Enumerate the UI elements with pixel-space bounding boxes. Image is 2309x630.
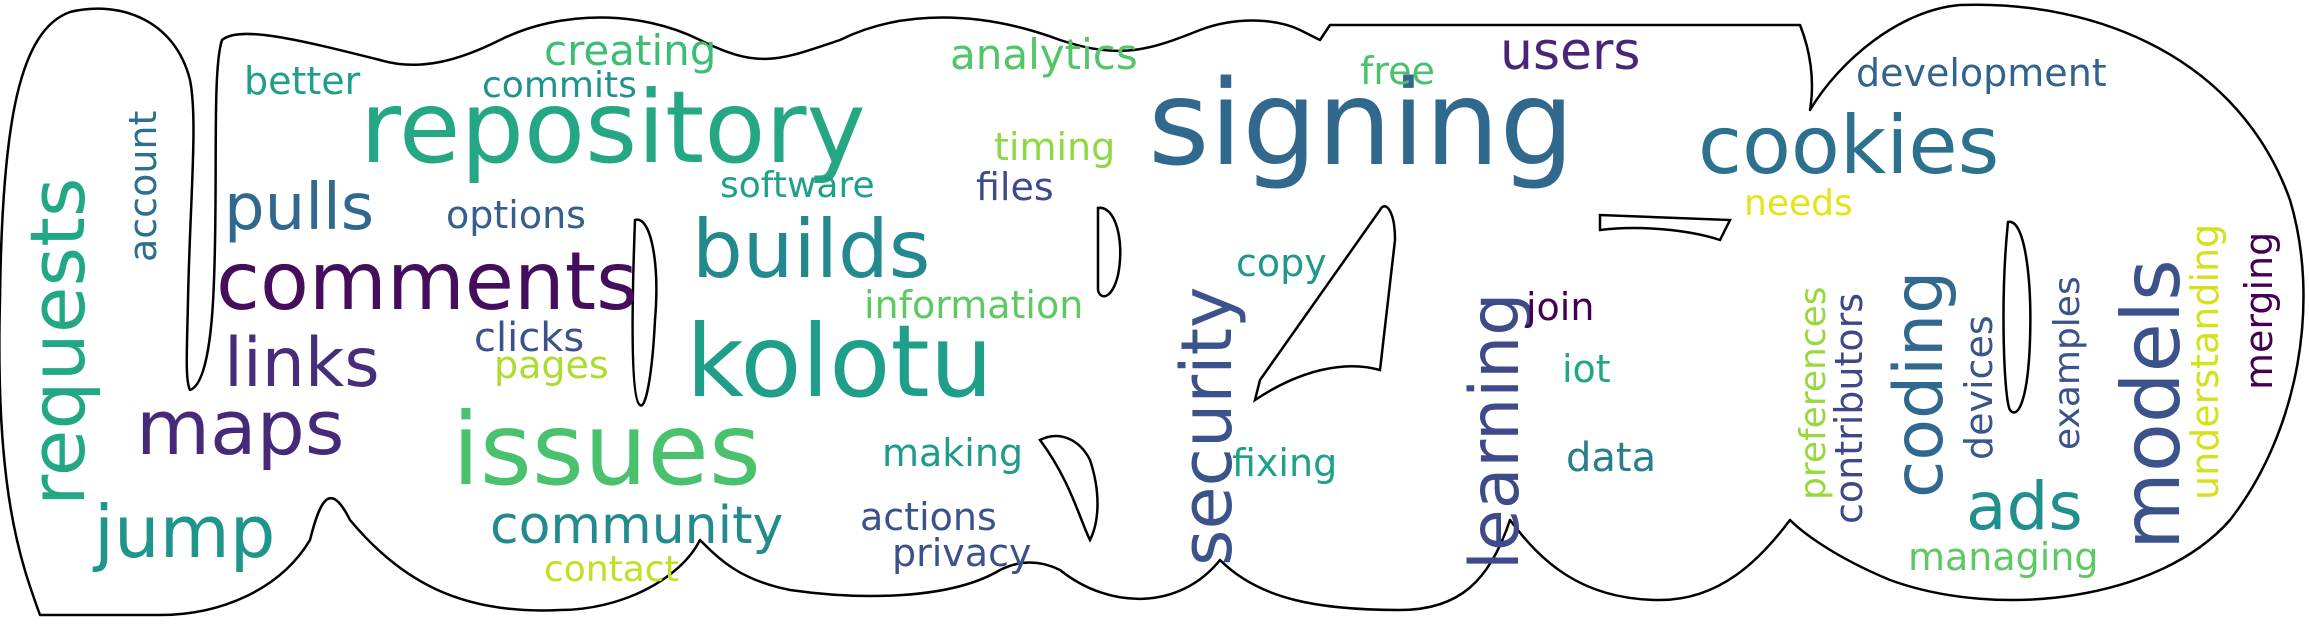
word: issues	[452, 391, 761, 508]
word: pages	[494, 343, 609, 387]
word: learning	[1456, 292, 1535, 570]
word: files	[976, 165, 1054, 209]
word: creating	[544, 26, 717, 75]
word: links	[224, 324, 380, 403]
word: information	[864, 283, 1084, 327]
word: repository	[360, 69, 866, 186]
word: privacy	[892, 531, 1032, 575]
word: account	[121, 110, 165, 262]
word: coding	[1880, 270, 1959, 498]
word: fixing	[1232, 441, 1338, 485]
word: development	[1856, 51, 2107, 95]
word: requests	[13, 177, 102, 507]
word: understanding	[2183, 223, 2227, 500]
word: copy	[1236, 241, 1327, 285]
word: clicks	[474, 315, 585, 361]
word: security	[1166, 286, 1248, 567]
word: models	[2105, 259, 2198, 550]
word: actions	[860, 495, 997, 539]
word: join	[1526, 285, 1595, 329]
word: needs	[1744, 183, 1853, 224]
word: free	[1360, 49, 1435, 93]
word: managing	[1908, 535, 2099, 579]
word: signing	[1148, 54, 1575, 192]
word: builds	[692, 203, 931, 296]
word: contributors	[1827, 292, 1871, 524]
word: kolotu	[686, 303, 994, 420]
word: pulls	[224, 171, 375, 245]
word: community	[490, 496, 784, 556]
word: comments	[216, 235, 638, 328]
word: making	[882, 431, 1024, 475]
word: jump	[94, 490, 276, 574]
word: maps	[136, 383, 345, 472]
word: users	[1500, 22, 1641, 82]
word: timing	[994, 125, 1116, 169]
word: cookies	[1698, 99, 2000, 192]
word: data	[1566, 435, 1657, 481]
word: better	[244, 59, 361, 103]
word: software	[720, 165, 875, 206]
word: iot	[1562, 347, 1611, 391]
word: merging	[2237, 231, 2281, 390]
word: analytics	[950, 30, 1138, 79]
word: examples	[2047, 276, 2088, 450]
word: contact	[544, 549, 679, 590]
word: options	[446, 193, 586, 237]
word: devices	[1957, 315, 2001, 460]
word: ads	[1966, 468, 2083, 545]
word: commits	[482, 65, 637, 106]
